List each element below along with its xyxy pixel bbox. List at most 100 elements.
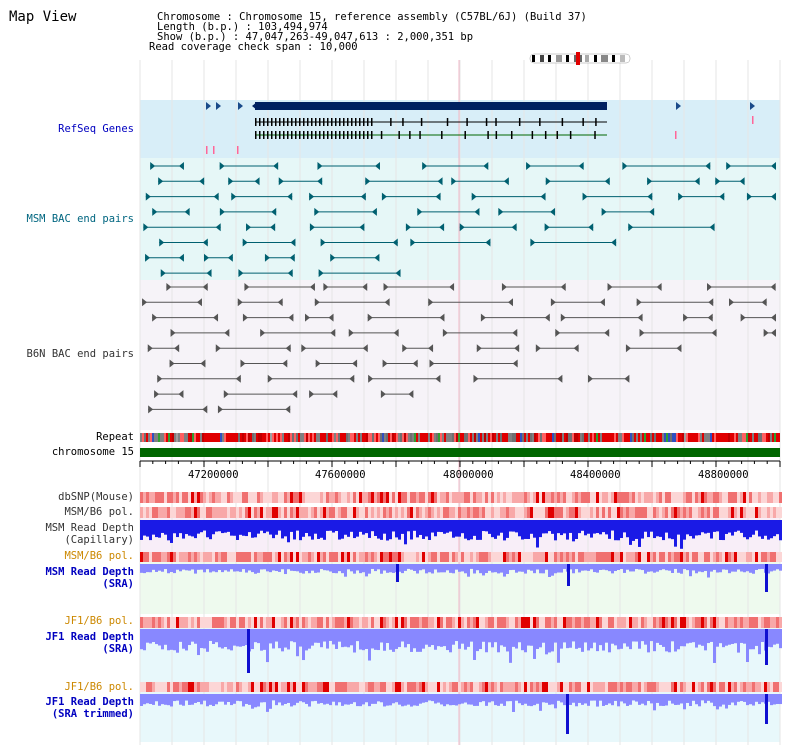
exon-mark	[569, 131, 572, 139]
exon-mark	[319, 118, 321, 126]
track-label-jf1-depth-sra-sub: (SRA)	[102, 643, 134, 655]
jf1-sra-depth-bar	[362, 629, 365, 651]
msm-bac-pair-end	[694, 177, 700, 186]
jf1-trim-depth-bar	[740, 694, 743, 702]
dbsnp-heat-cell	[380, 492, 383, 503]
capillary-depth-bar	[230, 520, 233, 536]
capillary-depth-bar	[716, 520, 719, 532]
b6n-bac-pair-end	[202, 283, 208, 291]
jf1-trim-depth-bar	[269, 694, 272, 709]
msm-sra-depth-bar	[485, 564, 488, 574]
msm-sra-depth-bar	[701, 564, 704, 573]
jf1-b6-pol-2-heat-cell	[146, 682, 149, 692]
capillary-depth-bar	[269, 520, 272, 535]
jf1-sra-depth-bar	[161, 629, 164, 650]
jf1-b6-pol-heat-cell	[308, 617, 311, 628]
jf1-b6-pol-2-heat-cell	[305, 682, 308, 692]
refseq-genes-track[interactable]	[206, 102, 755, 154]
track-label-refseq-genes[interactable]: RefSeq Genes	[58, 123, 134, 135]
exon-mark	[271, 131, 273, 139]
dbsnp-heat-cell	[425, 492, 428, 503]
repeat-segment	[180, 433, 182, 442]
exon-mark	[446, 118, 449, 126]
jf1-b6-pol-heat-cell	[461, 617, 464, 628]
msm-sra-depth-bar	[737, 564, 740, 570]
msm-b6-pol-2-heat-cell	[206, 552, 209, 562]
exon-mark	[291, 131, 293, 139]
capillary-depth-bar	[527, 520, 530, 539]
jf1-trim-depth-bar	[746, 694, 749, 706]
msm-b6-pol-2-heat-cell	[749, 552, 752, 562]
track-label-b6n-bac[interactable]: B6N BAC end pairs	[26, 348, 134, 360]
msm-sra-depth-bar	[473, 564, 476, 574]
capillary-depth-bar	[749, 520, 752, 538]
repeat-segment	[560, 433, 562, 442]
repeat-segment	[266, 433, 268, 442]
track-label-msm-bac[interactable]: MSM BAC end pairs	[26, 213, 134, 225]
msm-bac-pair-end	[746, 192, 752, 201]
msm-b6-pol-2-heat-cell	[419, 552, 422, 562]
jf1-b6-pol-heat-cell	[245, 617, 248, 628]
jf1-trim-depth-bar	[197, 694, 200, 702]
jf1-b6-pol-heat-cell	[326, 617, 329, 628]
jf1-trim-depth-bar	[677, 694, 680, 705]
msm-sra-depth-bar	[269, 564, 272, 573]
jf1-trim-depth-bar	[245, 694, 248, 704]
msm-b6-pol-heat-cell	[572, 507, 575, 518]
dbsnp-heat-cell	[320, 492, 323, 503]
jf1-b6-pol-2-heat-cell	[398, 682, 401, 692]
jf1-b6-pol-2-heat-cell	[728, 682, 731, 692]
msm-b6-pol-2-heat-cell	[476, 552, 479, 562]
msm-b6-pol-2-heat-cell	[140, 552, 143, 562]
jf1-b6-pol-heat-cell	[329, 617, 332, 628]
repeat-segment	[450, 433, 452, 442]
jf1-b6-pol-heat-cell	[248, 617, 251, 628]
jf1-sra-depth-bar	[668, 629, 671, 653]
chromosome-ideogram[interactable]	[529, 52, 631, 65]
dbsnp-heat-cell	[518, 492, 521, 503]
jf1-b6-pol-heat-cell	[725, 617, 728, 628]
repeat-segment	[290, 433, 292, 442]
repeat-segment	[536, 433, 538, 442]
msm-sra-depth-bar	[422, 564, 425, 570]
repeat-segment	[724, 433, 726, 442]
msm-b6-pol-2-heat-cell	[608, 552, 611, 562]
jf1-trim-depth-bar	[341, 694, 344, 706]
track-label-jf1-b6-pol-2: JF1/B6 pol.	[64, 681, 134, 693]
exon-mark	[485, 118, 488, 126]
dbsnp-heat-cell	[575, 492, 578, 503]
jf1-b6-pol-2-heat-cell	[251, 682, 254, 692]
jf1-sra-depth-bar	[644, 629, 647, 645]
b6n-bac-pair-end	[260, 328, 266, 337]
b6n-bac-pair-end	[473, 374, 479, 383]
jf1-b6-pol-heat-cell	[266, 617, 269, 628]
msm-b6-pol-2-heat-cell	[680, 552, 683, 562]
repeat-segment	[226, 433, 228, 442]
exon-mark	[299, 131, 301, 139]
msm-bac-end-pairs-track[interactable]	[143, 162, 776, 278]
jf1-trim-depth-bar	[239, 694, 242, 702]
jf1-b6-pol-2-heat-cell	[521, 682, 524, 692]
repeat-segment	[548, 433, 550, 442]
jf1-sra-depth-bar	[686, 629, 689, 644]
msm-sra-depth-bar	[281, 564, 284, 570]
repeat-segment	[186, 433, 188, 442]
b6n-bac-end-pairs-track[interactable]	[142, 283, 776, 414]
repeat-segment	[656, 433, 658, 442]
capillary-depth-bar	[410, 520, 413, 540]
exon-mark	[390, 118, 392, 126]
dbsnp-heat-cell	[446, 492, 449, 503]
jf1-trim-depth-bar	[470, 694, 473, 705]
jf1-sra-depth-bar	[692, 629, 695, 643]
msm-b6-pol-2-heat-cell	[218, 552, 221, 562]
msm-sra-depth-bar	[218, 564, 221, 571]
exon-mark	[279, 118, 281, 126]
jf1-trim-depth-bar	[425, 694, 428, 703]
msm-b6-pol-2-heat-cell	[416, 552, 419, 562]
jf1-b6-pol-heat-cell	[338, 617, 341, 628]
msm-b6-pol-2-heat-cell	[743, 552, 746, 562]
dbsnp-heat-cell	[494, 492, 497, 503]
msm-b6-pol-heat-cell	[149, 507, 152, 518]
msm-sra-depth-bar	[398, 564, 401, 572]
